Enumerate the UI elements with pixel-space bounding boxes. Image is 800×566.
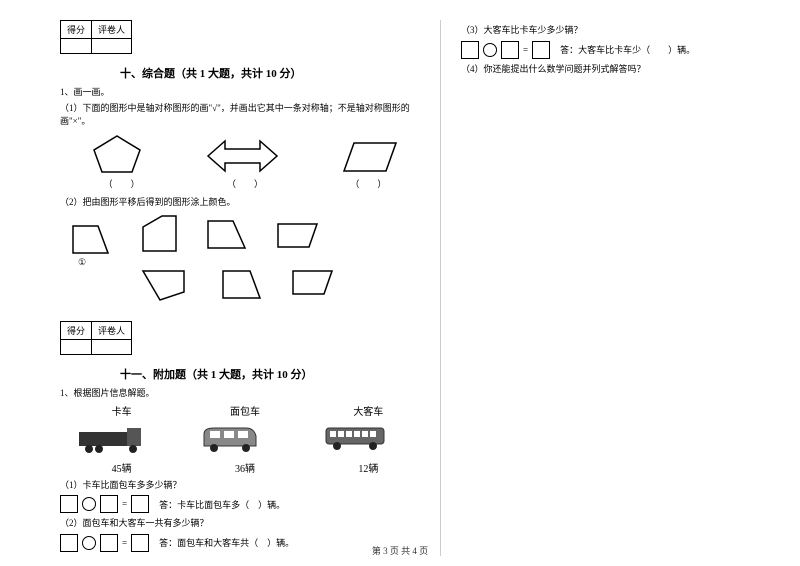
double-arrow-shape xyxy=(205,137,280,175)
right-column: （3）大客车比卡车少多少辆？ = 答：大客车比卡车少（ ）辆。 （4）你还能提出… xyxy=(440,20,740,556)
quad-5 xyxy=(140,268,188,304)
quad-3 xyxy=(205,218,249,252)
paren-2: （ ） xyxy=(227,177,263,190)
quad-4 xyxy=(275,221,321,251)
box[interactable] xyxy=(532,41,550,59)
ans3: 答：大客车比卡车少（ ）辆。 xyxy=(560,43,695,56)
paren-row: （ ） （ ） （ ） xyxy=(60,177,430,190)
equals: = xyxy=(523,45,528,55)
paren-1: （ ） xyxy=(104,177,140,190)
q11-1: 1、根据图片信息解题。 xyxy=(60,386,430,399)
score-label: 得分 xyxy=(61,21,92,39)
score-label-11: 得分 xyxy=(61,321,92,339)
q11-sub2: （2）面包车和大客车一共有多少辆？ xyxy=(60,517,430,530)
box[interactable] xyxy=(100,495,118,513)
quad-1 xyxy=(70,223,112,257)
van-icon xyxy=(200,424,260,454)
truck-icon xyxy=(77,424,147,454)
eq-row-3: = 答：大客车比卡车少（ ）辆。 xyxy=(461,41,740,59)
score-box-11: 得分 评卷人 xyxy=(60,321,132,355)
q10-1: 1、画一画。 xyxy=(60,85,430,98)
op-circle[interactable] xyxy=(82,497,96,511)
bus-name: 大客车 xyxy=(323,403,413,418)
truck-name: 卡车 xyxy=(77,403,167,418)
bus-icon xyxy=(323,424,388,452)
circle-1-label: ① xyxy=(78,257,86,268)
op-circle[interactable] xyxy=(483,43,497,57)
symmetry-shapes-row xyxy=(60,133,430,175)
vehicle-counts: 45辆 36辆 12辆 xyxy=(60,458,430,475)
box[interactable] xyxy=(60,495,78,513)
box[interactable] xyxy=(131,495,149,513)
pentagon-shape xyxy=(90,133,145,175)
equals: = xyxy=(122,499,127,509)
box[interactable] xyxy=(501,41,519,59)
quad-7 xyxy=(290,268,336,298)
q10-1-2: （2）把由图形平移后得到的图形涂上颜色。 xyxy=(60,196,430,209)
q11-sub1: （1）卡车比面包车多多少辆？ xyxy=(60,479,430,492)
truck-count: 45辆 xyxy=(77,460,167,475)
translation-shapes: ① xyxy=(70,213,370,313)
bus-count: 12辆 xyxy=(323,460,413,475)
section-10-title: 十、综合题（共 1 大题，共计 10 分） xyxy=(120,65,430,81)
box[interactable] xyxy=(461,41,479,59)
parallelogram-shape xyxy=(340,139,400,175)
quad-6 xyxy=(220,268,264,302)
q10-1-1: （1）下面的图形中是轴对称图形的画"√"，并画出它其中一条对称轴；不是轴对称图形… xyxy=(60,102,430,127)
vehicle-images xyxy=(60,424,430,454)
ans1: 答：卡车比面包车多（ ）辆。 xyxy=(159,498,285,511)
eq-row-1: = 答：卡车比面包车多（ ）辆。 xyxy=(60,495,430,513)
van-name: 面包车 xyxy=(200,403,290,418)
q11-sub3: （3）大客车比卡车少多少辆？ xyxy=(461,24,740,37)
grader-label-11: 评卷人 xyxy=(92,321,132,339)
page-footer: 第 3 页 共 4 页 xyxy=(0,544,800,557)
vehicle-names: 卡车 面包车 大客车 xyxy=(60,403,430,420)
paren-3: （ ） xyxy=(350,177,386,190)
q11-sub4: （4）你还能提出什么数学问题并列式解答吗？ xyxy=(461,63,740,76)
quad-2 xyxy=(140,213,180,255)
section-11-title: 十一、附加题（共 1 大题，共计 10 分） xyxy=(120,366,430,382)
grader-label: 评卷人 xyxy=(92,21,132,39)
van-count: 36辆 xyxy=(200,460,290,475)
score-box-10: 得分 评卷人 xyxy=(60,20,132,54)
left-column: 得分 评卷人 十、综合题（共 1 大题，共计 10 分） 1、画一画。 （1）下… xyxy=(60,20,440,556)
